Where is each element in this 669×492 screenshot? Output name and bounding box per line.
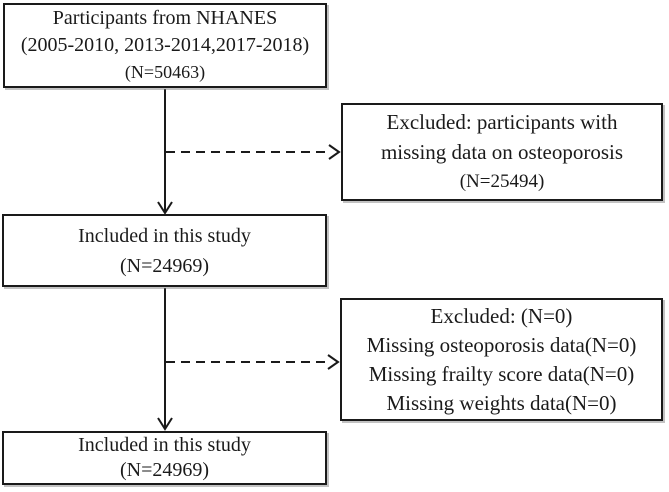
box-excluded-step1: Excluded: participants with missing data…: [341, 103, 663, 201]
dashed-arrow-2: [166, 354, 340, 370]
box-included-final: Included in this study (N=24969): [2, 431, 327, 485]
box-line: Included in this study: [78, 224, 251, 247]
box-line-n-count: (N=25494): [459, 171, 545, 192]
down-arrow-1: [157, 89, 173, 215]
box-participants-source: Participants from NHANES (2005-2010, 201…: [3, 3, 327, 88]
box-line: Participants from NHANES: [52, 7, 278, 29]
box-line: missing data on osteoporosis: [380, 140, 624, 164]
box-line: Missing frailty score data(N=0): [368, 361, 635, 386]
box-line-n-count: (N=24969): [119, 254, 210, 277]
box-excluded-step2: Excluded: (N=0) Missing osteoporosis dat…: [340, 298, 663, 421]
box-line: Missing osteoporosis data(N=0): [366, 332, 637, 357]
box-line: (2005-2010, 2013-2014,2017-2018): [20, 34, 310, 56]
box-line: Excluded: participants with: [386, 110, 618, 134]
box-line: Excluded: (N=0): [430, 303, 573, 328]
box-line-n-count: (N=50463): [124, 62, 206, 82]
box-line: Included in this study: [78, 434, 251, 456]
box-line-n-count: (N=24969): [119, 459, 210, 481]
dashed-arrow-1: [166, 144, 341, 160]
down-arrow-2: [157, 288, 173, 431]
box-included-step1: Included in this study (N=24969): [2, 214, 327, 287]
box-line: Missing weights data(N=0): [386, 390, 617, 415]
